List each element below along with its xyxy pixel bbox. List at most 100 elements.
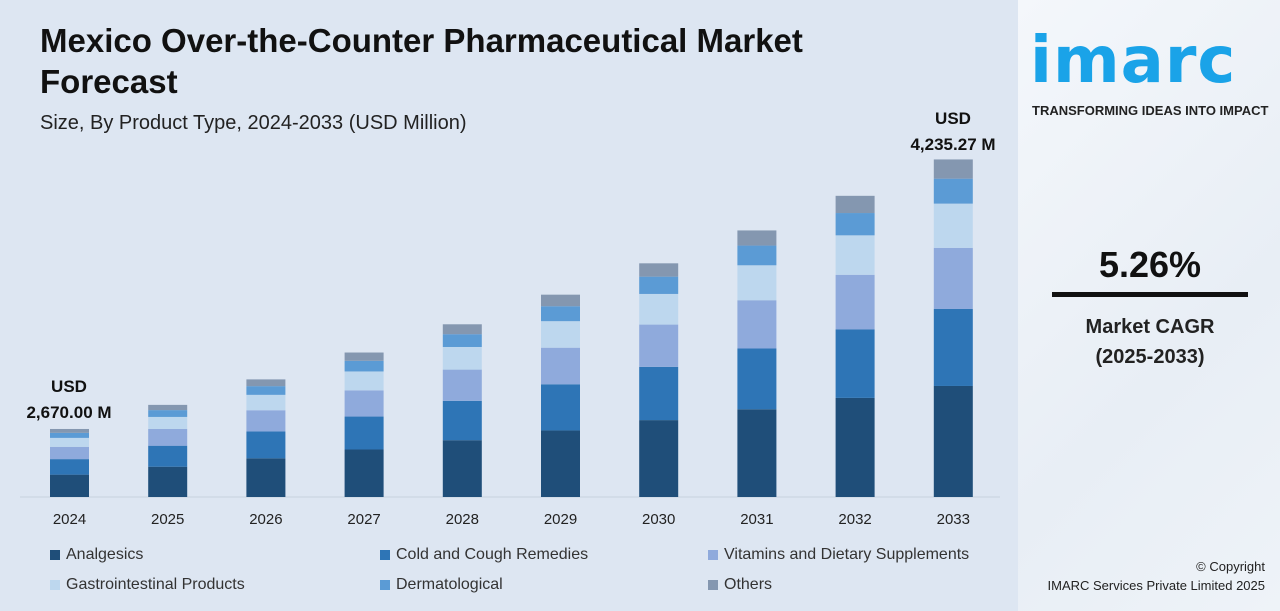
legend-label: Cold and Cough Remedies	[396, 546, 589, 563]
bar-segment-gastrointestinal-products	[639, 293, 679, 325]
bar-segment-dermatological	[835, 213, 875, 236]
bar-segment-dermatological	[639, 276, 679, 294]
bar-segment-others	[148, 404, 188, 411]
bar-segment-others	[344, 352, 384, 361]
bar-segment-analgesics	[344, 449, 384, 497]
legend-swatch	[50, 550, 60, 560]
bar-segment-dermatological	[737, 245, 777, 266]
x-tick-label: 2026	[249, 511, 282, 528]
bar-segment-dermatological	[246, 386, 286, 395]
legend-item: Dermatological	[380, 575, 503, 595]
legend-item: Cold and Cough Remedies	[380, 545, 588, 565]
x-tick-label: 2032	[838, 511, 871, 528]
legend-item: Gastrointestinal Products	[50, 575, 245, 595]
bar-segment-cold-and-cough-remedies	[737, 348, 777, 410]
bar-segment-others	[835, 195, 875, 214]
bar-segment-analgesics	[442, 440, 482, 497]
cagr-label-text: Market CAGR	[1085, 316, 1215, 338]
legend-swatch	[50, 580, 60, 590]
bar-segment-cold-and-cough-remedies	[246, 431, 286, 459]
chart-title: Mexico Over-the-Counter Pharmaceutical M…	[40, 22, 803, 100]
cagr-value: 5.26%	[1098, 244, 1202, 285]
bar-segment-vitamins-and-dietary-supplements	[246, 410, 286, 432]
bar-segment-others	[442, 324, 482, 335]
bar-segment-cold-and-cough-remedies	[933, 308, 973, 386]
bar-segment-cold-and-cough-remedies	[639, 366, 679, 421]
bar-segment-others	[246, 379, 286, 387]
legend-swatch	[380, 550, 390, 560]
bar-segment-gastrointestinal-products	[344, 371, 384, 391]
tagline: TRANSFORMING IDEAS INTO IMPACT	[1032, 103, 1269, 118]
bar-segment-vitamins-and-dietary-supplements	[737, 300, 777, 349]
x-tick-label: 2025	[151, 511, 184, 528]
x-tick-label: 2024	[53, 511, 86, 528]
bar-segment-analgesics	[541, 430, 580, 497]
bar-segment-vitamins-and-dietary-supplements	[639, 324, 679, 367]
bar-segment-dermatological	[933, 178, 973, 204]
first-value-label: 2,670.00 M	[26, 403, 111, 422]
bar-segment-cold-and-cough-remedies	[541, 384, 580, 431]
legend-swatch	[380, 580, 390, 590]
bar-segment-analgesics	[148, 466, 188, 497]
bar-segment-cold-and-cough-remedies	[442, 400, 482, 441]
bar-segment-others	[737, 230, 777, 246]
legend-label: Dermatological	[396, 576, 503, 593]
bar-segment-analgesics	[50, 474, 89, 497]
legend-swatch	[708, 550, 718, 560]
legend-label: Analgesics	[66, 546, 144, 563]
x-tick-label: 2029	[544, 511, 577, 528]
legend-swatch	[708, 580, 718, 590]
bar-segment-gastrointestinal-products	[148, 416, 188, 430]
bar-segment-vitamins-and-dietary-supplements	[148, 429, 188, 446]
bar-segment-gastrointestinal-products	[835, 235, 875, 275]
bar-segment-gastrointestinal-products	[541, 321, 580, 348]
legend-label: Vitamins and Dietary Supplements	[724, 546, 970, 563]
first-value-label: USD	[51, 377, 87, 396]
copyright-line-2: IMARC Services Private Limited 2025	[1047, 578, 1265, 593]
cagr-label: Market CAGR (2025-2033)	[1052, 312, 1248, 372]
bar-segment-gastrointestinal-products	[442, 346, 482, 370]
bar-segment-analgesics	[933, 385, 973, 497]
x-tick-label: 2033	[937, 511, 970, 528]
bar-segment-vitamins-and-dietary-supplements	[50, 446, 89, 460]
bar-segment-gastrointestinal-products	[933, 203, 973, 248]
bar-segment-vitamins-and-dietary-supplements	[835, 274, 875, 330]
bar-segment-others	[541, 294, 580, 307]
bar-segment-vitamins-and-dietary-supplements	[541, 347, 580, 385]
imarc-logo: imarc	[1030, 24, 1237, 98]
bar-segment-dermatological	[442, 334, 482, 347]
bar-segment-cold-and-cough-remedies	[835, 329, 875, 398]
bar-segment-analgesics	[639, 420, 679, 497]
bar-segment-cold-and-cough-remedies	[344, 416, 384, 450]
bar-segment-cold-and-cough-remedies	[148, 445, 188, 467]
cagr-period: (2025-2033)	[1095, 346, 1205, 368]
legend-label: Gastrointestinal Products	[66, 576, 245, 593]
legend-label: Others	[724, 576, 773, 593]
divider	[1052, 292, 1248, 297]
legend-item: Others	[708, 575, 772, 595]
last-value-label: 4,235.27 M	[910, 135, 995, 154]
bar-segment-vitamins-and-dietary-supplements	[344, 390, 384, 417]
bar-segment-dermatological	[50, 432, 89, 438]
bar-segment-gastrointestinal-products	[246, 394, 286, 411]
bar-segment-cold-and-cough-remedies	[50, 459, 89, 475]
legend-item: Vitamins and Dietary Supplements	[708, 545, 969, 565]
bar-segment-vitamins-and-dietary-supplements	[933, 247, 973, 309]
bar-segment-dermatological	[541, 306, 580, 322]
bar-segment-others	[639, 263, 679, 277]
bar-segment-others	[933, 159, 973, 179]
bar-segment-gastrointestinal-products	[50, 437, 89, 447]
chart-header: Mexico Over-the-Counter Pharmaceutical M…	[40, 20, 840, 135]
stacked-bar-chart: 2024 2025 2026 2027 2028 2029 2030 2031 2032 2033…	[20, 109, 1000, 528]
bar-segment-dermatological	[344, 360, 384, 372]
x-tick-label: 2027	[347, 511, 380, 528]
bar-segment-analgesics	[835, 397, 875, 497]
copyright: © Copyright IMARC Services Private Limit…	[1020, 557, 1265, 595]
bar-segment-vitamins-and-dietary-supplements	[442, 369, 482, 401]
bar-segment-gastrointestinal-products	[737, 265, 777, 301]
bar-segment-analgesics	[246, 458, 286, 497]
x-tick-label: 2030	[642, 511, 675, 528]
bar-segment-dermatological	[148, 410, 188, 417]
x-tick-label: 2031	[740, 511, 773, 528]
bar-segment-analgesics	[737, 409, 777, 497]
